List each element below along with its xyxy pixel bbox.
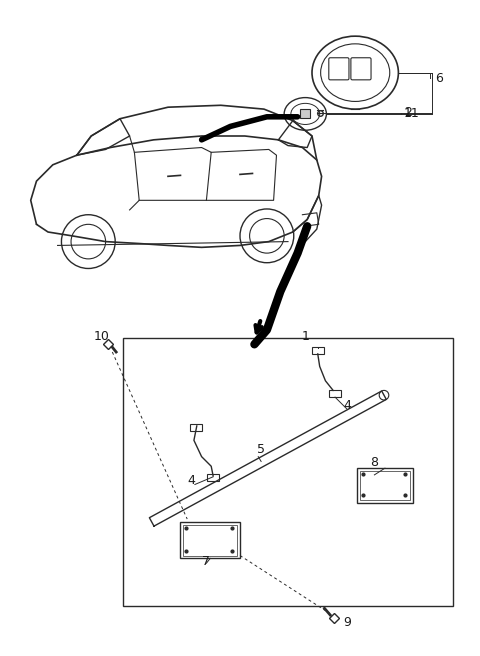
Bar <box>357 468 413 502</box>
Bar <box>190 424 202 431</box>
Bar <box>300 109 310 118</box>
Text: 7: 7 <box>203 555 210 568</box>
Bar <box>207 474 219 481</box>
Text: 1: 1 <box>301 329 309 342</box>
Text: 8: 8 <box>371 456 378 469</box>
Text: 5: 5 <box>257 443 265 456</box>
Text: 9: 9 <box>344 615 351 628</box>
Bar <box>180 522 240 558</box>
Text: 4: 4 <box>187 474 195 487</box>
Bar <box>183 525 237 556</box>
Text: 10: 10 <box>94 329 110 342</box>
Text: 4: 4 <box>344 399 351 412</box>
Text: 2: 2 <box>404 106 412 119</box>
Bar <box>123 338 453 606</box>
Bar <box>360 471 410 500</box>
Text: 6: 6 <box>435 72 443 85</box>
Text: 11: 11 <box>404 108 420 121</box>
Bar <box>329 390 341 397</box>
Bar <box>312 347 324 354</box>
